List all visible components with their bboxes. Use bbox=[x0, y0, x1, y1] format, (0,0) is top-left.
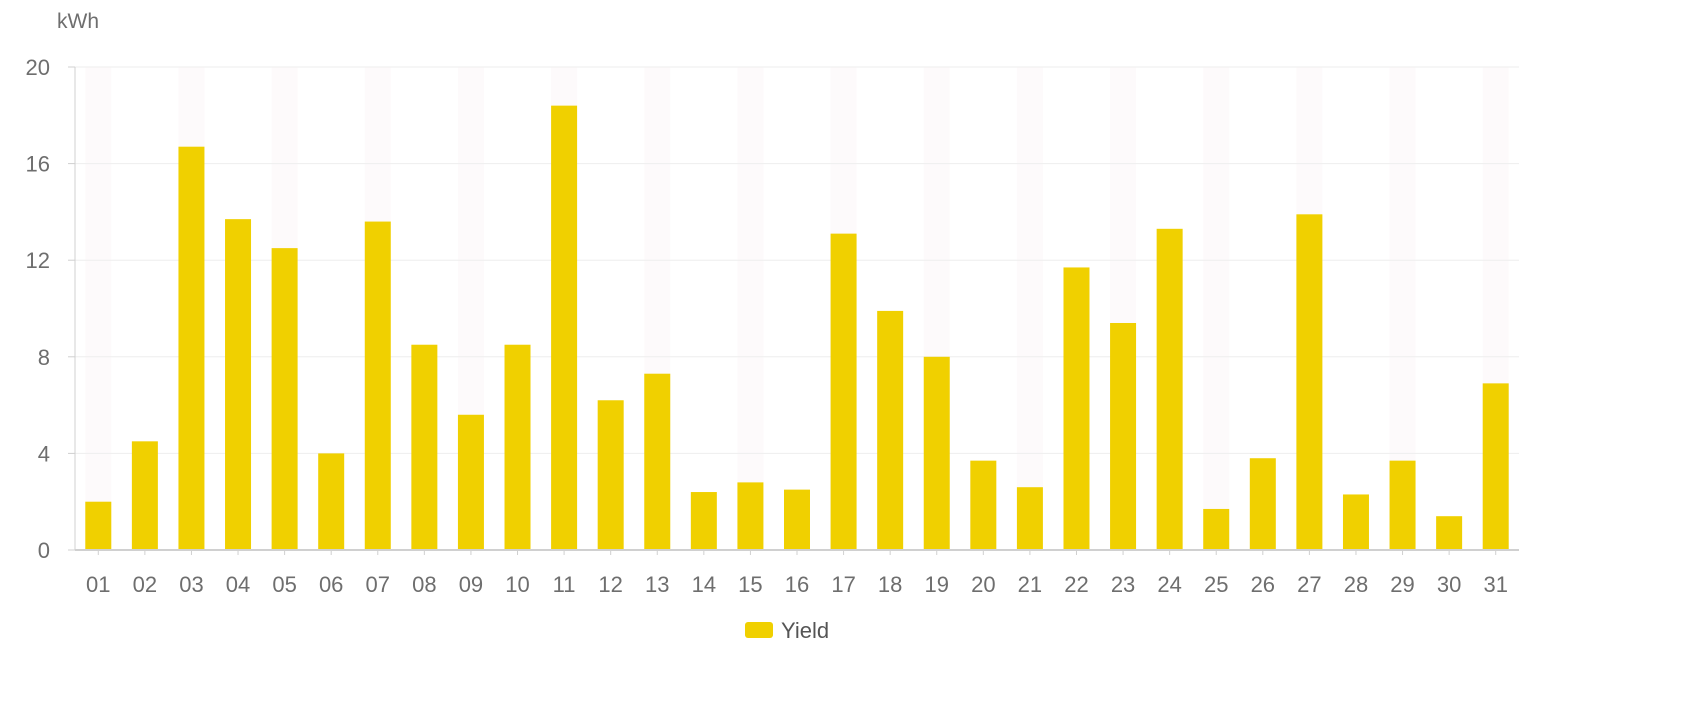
x-tick-label: 10 bbox=[505, 572, 529, 597]
x-tick-label: 02 bbox=[133, 572, 157, 597]
x-tick-label: 26 bbox=[1251, 572, 1275, 597]
y-tick-label: 4 bbox=[38, 441, 50, 466]
bar-27[interactable]: 27: 13.9 bbox=[1296, 214, 1323, 550]
bar-25[interactable]: 25: 1.7 bbox=[1203, 508, 1230, 550]
x-tick-label: 08 bbox=[412, 572, 436, 597]
bars: 01: 2 02: 4.5 03: 16.7 04: 13.7 05: 12.5 06: … bbox=[85, 105, 1509, 550]
bar-07[interactable]: 07: 13.6 bbox=[364, 221, 391, 550]
bar-19[interactable]: 19: 8 bbox=[923, 356, 950, 550]
x-tick-label: 06 bbox=[319, 572, 343, 597]
bar-12[interactable]: 12: 6.2 bbox=[597, 400, 624, 550]
bar-01[interactable]: 01: 2 bbox=[85, 501, 112, 550]
bar-24[interactable]: 24: 13.3 bbox=[1156, 228, 1183, 550]
y-tick-label: 12 bbox=[26, 248, 50, 273]
x-tick-label: 22 bbox=[1064, 572, 1088, 597]
x-tick-label: 19 bbox=[924, 572, 948, 597]
bar-11[interactable]: 11: 18.4 bbox=[551, 105, 578, 550]
x-tick-label: 30 bbox=[1437, 572, 1461, 597]
x-tick-label: 01 bbox=[86, 572, 110, 597]
axes bbox=[68, 66, 1519, 555]
x-tick-label: 14 bbox=[692, 572, 716, 597]
bar-02[interactable]: 02: 4.5 bbox=[131, 441, 158, 550]
bar-18[interactable]: 18: 9.9 bbox=[877, 310, 904, 550]
bar-21[interactable]: 21: 2.6 bbox=[1016, 487, 1043, 550]
x-tick-label: 18 bbox=[878, 572, 902, 597]
bar-16[interactable]: 16: 2.5 bbox=[784, 489, 810, 550]
x-tick-label: 04 bbox=[226, 572, 250, 597]
x-tick-label: 05 bbox=[272, 572, 296, 597]
bar-15[interactable]: 15: 2.8 bbox=[737, 482, 764, 550]
bar-10[interactable]: 10: 8.5 bbox=[504, 344, 531, 550]
x-tick-label: 11 bbox=[553, 572, 576, 597]
bar-04[interactable]: 04: 13.7 bbox=[225, 219, 252, 550]
x-tick-label: 25 bbox=[1204, 572, 1228, 597]
bar-31[interactable]: 31: 6.9 bbox=[1482, 383, 1509, 550]
x-tick-label: 09 bbox=[459, 572, 483, 597]
y-tick-label: 8 bbox=[38, 345, 50, 370]
y-axis-unit-label: kWh bbox=[57, 10, 99, 33]
bar-08[interactable]: 08: 8.5 bbox=[411, 344, 438, 550]
bar-17[interactable]: 17: 13.1 bbox=[830, 233, 857, 550]
x-tick-label: 24 bbox=[1157, 572, 1181, 597]
x-tick-label: 03 bbox=[179, 572, 203, 597]
bar-23[interactable]: 23: 9.4 bbox=[1110, 322, 1137, 550]
category-band bbox=[1016, 67, 1043, 550]
x-tick-label: 28 bbox=[1344, 572, 1368, 597]
bar-20[interactable]: 20: 3.7 bbox=[970, 460, 997, 550]
y-tick-labels: 0 4 8 12 16 20 bbox=[26, 55, 50, 563]
x-tick-label: 15 bbox=[738, 572, 762, 597]
bar-06[interactable]: 06: 4 bbox=[318, 453, 345, 550]
x-tick-label: 13 bbox=[645, 572, 669, 597]
x-tick-label: 07 bbox=[366, 572, 390, 597]
bar-05[interactable]: 05: 12.5 bbox=[271, 248, 298, 550]
bar-03[interactable]: 03: 16.7 bbox=[178, 146, 205, 550]
legend[interactable]: Yield bbox=[745, 618, 829, 643]
x-tick-label: 31 bbox=[1483, 572, 1507, 597]
y-tick-label: 20 bbox=[26, 55, 50, 80]
x-tick-label: 17 bbox=[831, 572, 855, 597]
bar-26[interactable]: 26: 3.8 bbox=[1249, 458, 1276, 550]
x-tick-labels: 01 02 03 04 05 06 07 08 09 10 11 12 13 14 15 16 17 18 19 20… bbox=[86, 572, 1508, 597]
bar-29[interactable]: 29: 3.7 bbox=[1389, 460, 1416, 550]
bar-14[interactable]: 14: 2.4 bbox=[690, 492, 717, 550]
grid-lines bbox=[75, 66, 1519, 454]
x-tick-label: 27 bbox=[1297, 572, 1321, 597]
x-tick-label: 20 bbox=[971, 572, 995, 597]
bar-28[interactable]: 28: 2.3 bbox=[1342, 494, 1369, 550]
bar-22[interactable]: 22: 11.7 bbox=[1063, 267, 1090, 550]
category-band bbox=[1203, 67, 1230, 550]
legend-swatch-yield[interactable] bbox=[745, 622, 773, 638]
x-tick-label: 12 bbox=[598, 572, 622, 597]
legend-label-yield[interactable]: Yield bbox=[781, 618, 829, 643]
category-band bbox=[737, 67, 764, 550]
x-tick-label: 29 bbox=[1390, 572, 1414, 597]
y-tick-label: 0 bbox=[38, 538, 50, 563]
x-tick-label: 23 bbox=[1111, 572, 1135, 597]
category-bands bbox=[85, 67, 1509, 550]
bar-09[interactable]: 09: 5.6 bbox=[457, 414, 484, 550]
bar-30[interactable]: 30: 1.4 bbox=[1436, 516, 1463, 550]
x-tick-label: 16 bbox=[785, 572, 809, 597]
y-tick-label: 16 bbox=[26, 152, 50, 177]
category-band bbox=[85, 67, 112, 550]
x-tick-label: 21 bbox=[1018, 572, 1042, 597]
bar-13[interactable]: 13: 7.3 bbox=[644, 373, 671, 550]
